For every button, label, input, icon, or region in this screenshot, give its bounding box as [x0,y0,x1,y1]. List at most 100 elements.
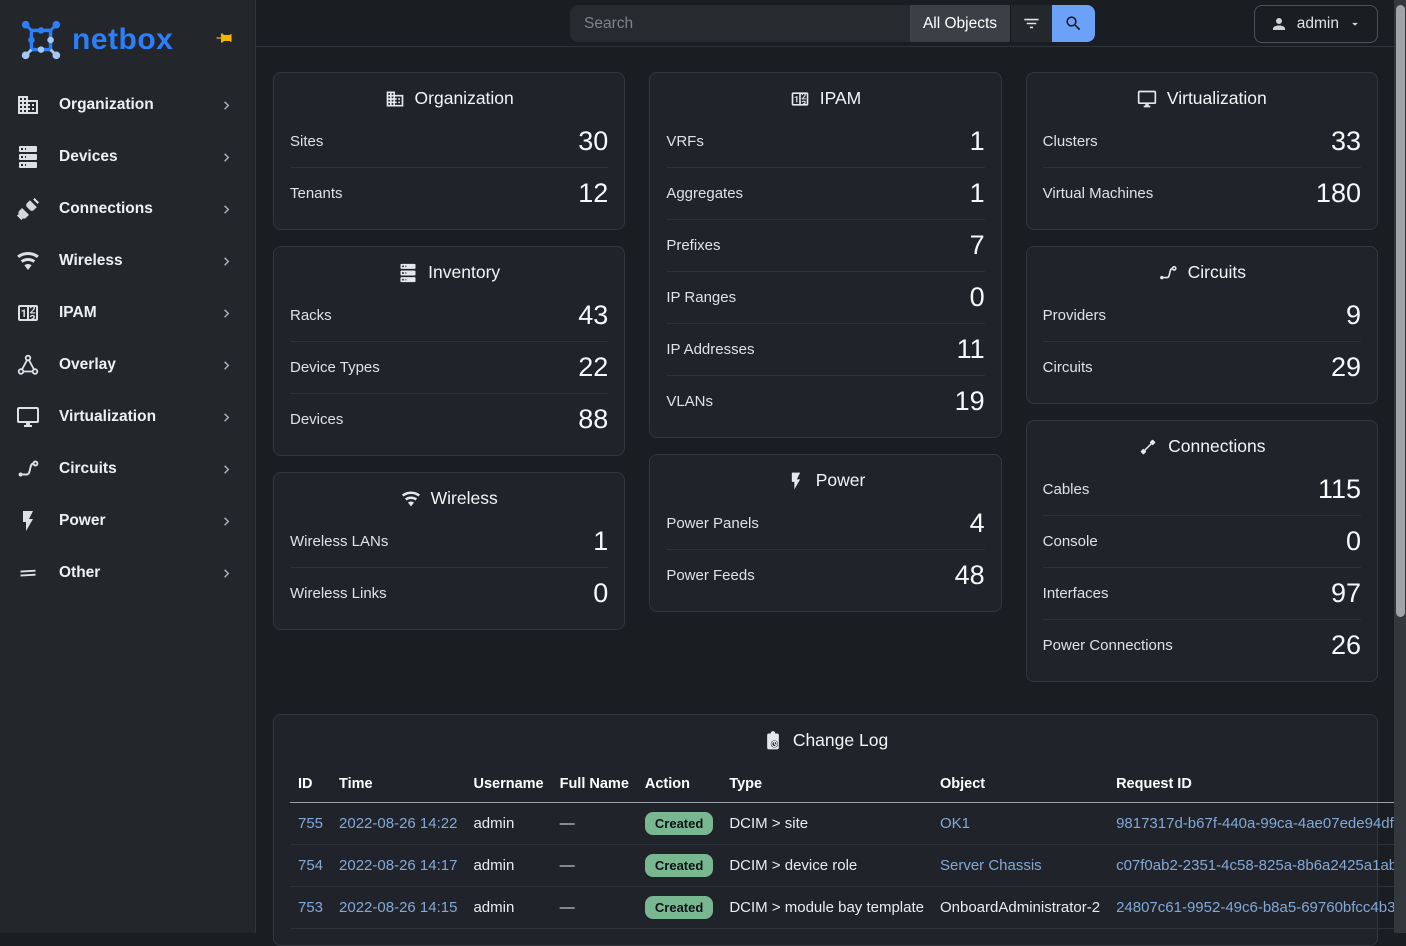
notes-icon [16,561,40,585]
stat-row-power-connections: Power Connections 26 [1042,619,1361,671]
sidebar-item-organization[interactable]: Organization [0,79,255,131]
transit-icon [1158,263,1178,283]
change-object-link[interactable]: OK1 [939,815,970,832]
sidebar-item-circuits[interactable]: Circuits [0,443,255,495]
stat-row-racks: Racks 43 [290,300,609,330]
search-filter-button[interactable] [1010,5,1052,42]
stat-row-power-feeds: Power Feeds 48 [666,549,985,601]
request-id-link[interactable]: 9817317d-b67f-440a-99ca-4ae07ede94df [1116,815,1394,832]
caret-down-icon [1348,17,1362,31]
brand-header: netbox [0,0,255,79]
stat-row-power-panels: Power Panels 4 [666,508,985,538]
chevron-right-icon [218,565,235,582]
change-id-link[interactable]: 754 [298,857,324,874]
sidebar-item-devices[interactable]: Devices [0,131,255,183]
card-change-log: Change Log ID Time Username Full Name Ac… [273,714,1406,946]
change-full-name: — [551,802,637,845]
stat-value: 43 [578,300,609,330]
change-time-link[interactable]: 2022-08-26 14:22 [339,815,458,832]
card-title: Power [815,470,866,490]
netbox-logo-icon[interactable] [18,17,64,63]
col-header-action: Action [636,766,722,803]
stat-row-cables: Cables 115 [1042,474,1361,504]
action-badge: Created [644,854,714,877]
chevron-right-icon [218,409,235,426]
stat-row-aggregates: Aggregates 1 [666,167,985,219]
sidebar-item-wireless[interactable]: Wireless [0,235,255,287]
wifi-icon [401,489,421,509]
pin-sidebar-icon[interactable] [215,29,233,47]
stat-value: 4 [969,508,985,538]
chevron-right-icon [218,97,235,114]
plug-icon [16,197,40,221]
stat-row-sites: Sites 30 [290,126,609,156]
action-badge: Created [644,812,714,835]
change-object-link[interactable]: Server Chassis [939,857,1042,874]
user-menu-button[interactable]: admin [1253,5,1378,43]
chevron-right-icon [218,461,235,478]
stat-value: 7 [969,230,985,260]
change-full-name: — [551,844,637,887]
change-type: DCIM > site [721,802,932,845]
stat-value: 1 [593,526,609,556]
request-id-link[interactable]: c07f0ab2-2351-4c58-825a-8b6a2425a1ab [1116,857,1398,874]
card-title: Connections [1168,436,1266,456]
stat-row-tenants: Tenants 12 [290,167,609,219]
stat-row-wireless-lans: Wireless LANs 1 [290,526,609,556]
sidebar-item-label: Other [59,564,101,581]
search-submit-button[interactable] [1052,5,1095,42]
table-row: 755 2022-08-26 14:22 admin — Created DCI… [290,802,1406,845]
graph-icon [16,353,40,377]
card-title: Virtualization [1166,88,1267,108]
scrollbar-track[interactable] [1394,0,1406,933]
sidebar-item-connections[interactable]: Connections [0,183,255,235]
change-id-link[interactable]: 753 [298,899,324,916]
col-header-full-name: Full Name [551,766,637,803]
stat-value: 19 [954,386,985,416]
chevron-right-icon [218,201,235,218]
search-scope-button[interactable]: All Objects [910,5,1010,42]
change-type: DCIM > device role [721,844,932,887]
global-search: All Objects [570,5,1095,42]
search-input[interactable] [570,5,910,42]
stat-value: 11 [956,334,985,364]
table-header-row: ID Time Username Full Name Action Type O… [290,766,1406,803]
sidebar-item-label: Organization [59,96,154,113]
chevron-right-icon [218,253,235,270]
stat-row-prefixes: Prefixes 7 [666,219,985,271]
sidebar-item-other[interactable]: Other [0,547,255,599]
stat-value: 22 [578,352,609,382]
sidebar-item-label: Wireless [59,252,123,269]
counter-icon [790,89,810,109]
change-username: admin [465,844,552,887]
sidebar-item-power[interactable]: Power [0,495,255,547]
stat-value: 0 [969,282,985,312]
request-id-link[interactable]: 24807c61-9952-49c6-b8a5-69760bfcc4b3 [1116,899,1396,916]
building-icon [16,93,40,117]
card-wireless: Wireless Wireless LANs 1 Wireless Links … [273,472,626,630]
netbox-wordmark[interactable]: netbox [72,22,174,56]
sidebar-item-label: Virtualization [59,408,157,425]
change-time-link[interactable]: 2022-08-26 14:17 [339,857,458,874]
server-icon [16,145,40,169]
sidebar-item-virtualization[interactable]: Virtualization [0,391,255,443]
change-username: admin [465,802,552,845]
col-header-object: Object [931,766,1109,803]
sidebar-item-ipam[interactable]: IPAM [0,287,255,339]
change-id-link[interactable]: 755 [298,815,324,832]
card-title: Organization [414,88,514,108]
scrollbar-thumb[interactable] [1395,5,1405,617]
col-header-id: ID [290,766,332,803]
stat-value: 48 [954,560,985,590]
stat-row-devices: Devices 88 [290,393,609,445]
filter-icon [1022,14,1041,33]
sidebar-item-label: IPAM [59,304,97,321]
server-icon [398,263,418,283]
search-icon [1064,14,1083,33]
action-badge: Created [644,896,714,919]
sidebar-item-overlay[interactable]: Overlay [0,339,255,391]
col-header-username: Username [465,766,552,803]
change-time-link[interactable]: 2022-08-26 14:15 [339,899,458,916]
sidebar-item-label: Connections [59,200,153,217]
clipboard-clock-icon [763,731,783,751]
